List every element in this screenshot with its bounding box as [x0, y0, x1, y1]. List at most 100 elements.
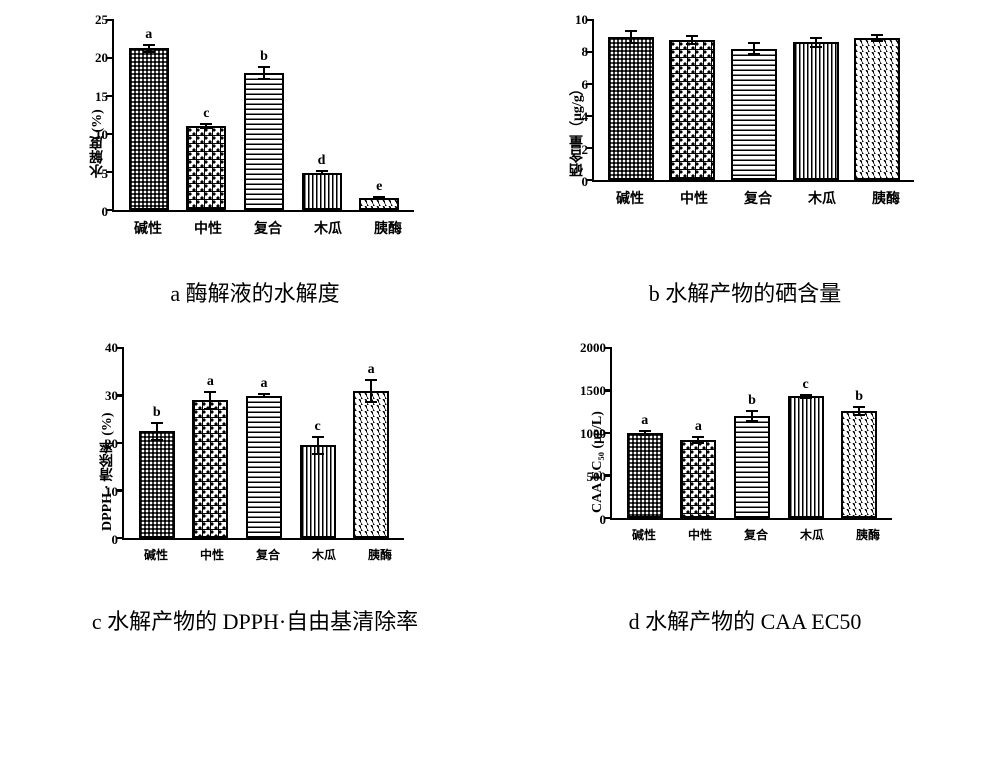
bar-column: b	[130, 405, 184, 538]
bar-column: a	[672, 419, 726, 518]
bar	[854, 38, 900, 180]
bar	[300, 445, 336, 538]
x-tick-label: 中性	[688, 526, 712, 543]
plot-area: a a b c b	[610, 348, 892, 520]
x-tick-label: 木瓜	[312, 546, 336, 563]
bar	[793, 42, 839, 180]
chart-a: 水解度 (%)2520151050acbde碱性中性复合木瓜胰酶	[30, 20, 480, 238]
bar-column	[723, 25, 785, 180]
bar	[680, 440, 716, 518]
chart-d: CAA EC₅₀ (μg/L)2000150010005000aabcb碱性中性…	[520, 348, 970, 566]
x-tick-label: 胰酶	[374, 218, 402, 238]
x-tick-label: 复合	[744, 188, 772, 208]
bar	[731, 49, 777, 180]
x-axis-labels: 碱性中性复合木瓜胰酶	[592, 182, 924, 208]
x-tick-label: 碱性	[144, 546, 168, 563]
error-bar	[815, 37, 817, 48]
significance-letter: a	[641, 413, 648, 429]
x-tick-label: 中性	[194, 218, 222, 238]
figure-grid: 水解度 (%)2520151050acbde碱性中性复合木瓜胰酶硒含量（μg/g…	[30, 20, 970, 636]
significance-letter: a	[207, 374, 214, 390]
plot-area	[592, 20, 914, 182]
bar-column: a	[344, 362, 398, 538]
error-bar	[644, 430, 646, 437]
bar	[669, 40, 715, 180]
x-tick-label: 中性	[680, 188, 708, 208]
bar-column	[785, 20, 847, 180]
significance-letter: a	[368, 362, 375, 378]
chart-caption-b: b 水解产物的硒含量	[520, 276, 970, 308]
error-bar	[205, 123, 207, 129]
error-bar	[751, 410, 753, 422]
x-tick-label: 碱性	[616, 188, 644, 208]
x-tick-label: 胰酶	[368, 546, 392, 563]
significance-letter: c	[203, 106, 209, 122]
error-bar	[858, 406, 860, 416]
error-bar	[753, 42, 755, 55]
error-bar	[263, 66, 265, 80]
error-bar	[697, 436, 699, 445]
significance-letter: b	[153, 405, 161, 421]
bar	[246, 396, 282, 539]
chart-caption-a: a 酶解液的水解度	[30, 276, 480, 308]
bar-column: a	[618, 413, 672, 518]
significance-letter: b	[260, 49, 268, 65]
bar-column: a	[120, 27, 178, 210]
x-axis-labels: 碱性中性复合木瓜胰酶	[610, 520, 902, 543]
error-bar	[370, 379, 372, 403]
x-tick-label: 复合	[744, 526, 768, 543]
x-axis-labels: 碱性 中性 复合 木瓜 胰酶	[112, 212, 424, 238]
bar-column: c	[291, 419, 345, 538]
chart-c: DPPH · 清除率 (%)403020100baaca碱性中性复合木瓜胰酶	[30, 348, 480, 566]
bar	[734, 416, 770, 518]
bar-column	[662, 18, 724, 180]
bar-column: c	[779, 377, 833, 518]
x-tick-label: 木瓜	[314, 218, 342, 238]
x-tick-label: 复合	[256, 546, 280, 563]
bar-column: d	[293, 153, 351, 210]
error-bar	[691, 35, 693, 45]
error-bar	[321, 170, 323, 175]
bar	[139, 431, 175, 538]
x-axis-labels: 碱性 中性 复合 木瓜 胰酶	[122, 540, 414, 563]
significance-letter: a	[145, 27, 152, 43]
bar-column: b	[725, 393, 779, 518]
bar-column: b	[832, 389, 886, 518]
error-bar	[156, 422, 158, 441]
x-tick-label: 碱性	[134, 218, 162, 238]
bar	[129, 48, 169, 210]
chart-b: 硒含量（μg/g）1086420 碱性中性复合木瓜胰酶	[520, 20, 970, 238]
bar	[186, 126, 226, 210]
x-tick-label: 胰酶	[872, 188, 900, 208]
x-tick-label: 胰酶	[856, 526, 880, 543]
error-bar	[378, 196, 380, 199]
significance-letter: d	[318, 153, 326, 169]
chart-caption-c: c 水解产物的 DPPH·自由基清除率	[30, 604, 480, 636]
error-bar	[209, 391, 211, 410]
significance-letter: c	[802, 377, 808, 393]
significance-letter: c	[314, 419, 320, 435]
error-bar	[876, 34, 878, 42]
bar-column	[846, 17, 908, 180]
significance-letter: b	[748, 393, 756, 409]
significance-letter: a	[260, 376, 267, 392]
chart-caption-d: d 水解产物的 CAA EC50	[520, 604, 970, 636]
error-bar	[317, 436, 319, 455]
bar	[302, 173, 342, 210]
x-tick-label: 复合	[254, 218, 282, 238]
plot-area: b a a c a	[122, 348, 404, 540]
bar	[608, 37, 654, 180]
bar-column: b	[235, 49, 293, 210]
error-bar	[263, 393, 265, 398]
bar-column: a	[184, 374, 238, 538]
significance-letter: e	[376, 179, 382, 195]
plot-area: a c b d e	[112, 20, 414, 212]
bar	[353, 391, 389, 538]
error-bar	[630, 30, 632, 44]
x-tick-label: 中性	[200, 546, 224, 563]
error-bar	[148, 44, 150, 53]
bar-column: c	[178, 106, 236, 210]
significance-letter: a	[695, 419, 702, 435]
error-bar	[805, 394, 807, 399]
bar-column: a	[237, 376, 291, 538]
